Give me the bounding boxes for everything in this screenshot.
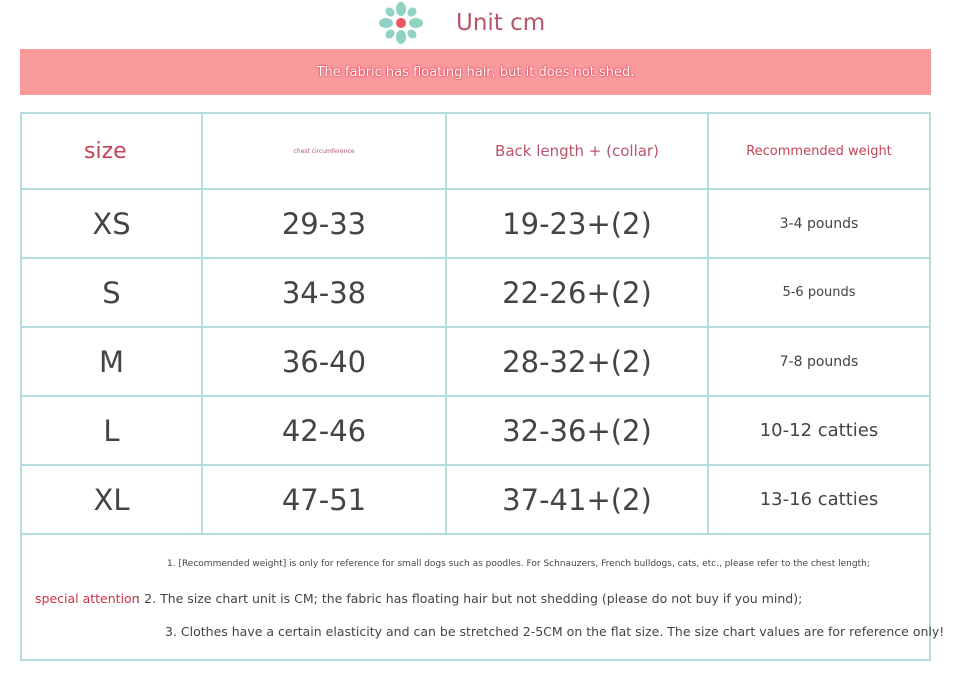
note-1: 1. [Recommended weight] is only for refe… [167, 559, 870, 569]
weight-cell: 3-4 pounds [707, 188, 931, 259]
header-back-length: Back length + (collar) [445, 112, 709, 190]
chest-cell: 29-33 [201, 188, 447, 259]
weight-cell: 10-12 catties [707, 395, 931, 466]
chest-cell: 47-51 [201, 464, 447, 535]
fabric-banner: The fabric has floating hair, but it doe… [20, 49, 931, 95]
size-cell: S [20, 257, 203, 328]
table-row: M 36-40 28-32+(2) 7-8 pounds [20, 326, 931, 397]
size-cell: M [20, 326, 203, 397]
chest-cell: 42-46 [201, 395, 447, 466]
size-cell: L [20, 395, 203, 466]
back-length-cell: 19-23+(2) [445, 188, 709, 259]
flower-icon [379, 2, 423, 44]
table-row: XL 47-51 37-41+(2) 13-16 catties [20, 464, 931, 535]
title-bar: Unit cm [376, 0, 545, 46]
weight-cell: 5-6 pounds [707, 257, 931, 328]
note-2: : 2. The size chart unit is CM; the fabr… [136, 591, 803, 606]
size-cell: XS [20, 188, 203, 259]
note-3: 3. Clothes have a certain elasticity and… [165, 624, 945, 639]
weight-cell: 13-16 catties [707, 464, 931, 535]
header-chest: chest circumference [201, 112, 447, 190]
weight-cell: 7-8 pounds [707, 326, 931, 397]
table-row: S 34-38 22-26+(2) 5-6 pounds [20, 257, 931, 328]
notes-box: 1. [Recommended weight] is only for refe… [20, 531, 944, 661]
header-size: size [20, 112, 203, 190]
table-header: size chest circumference Back length + (… [20, 112, 931, 190]
back-length-cell: 28-32+(2) [445, 326, 709, 397]
table-row: XS 29-33 19-23+(2) 3-4 pounds [20, 188, 931, 259]
chest-cell: 36-40 [201, 326, 447, 397]
page-title: Unit cm [456, 10, 546, 36]
back-length-cell: 22-26+(2) [445, 257, 709, 328]
table-row: L 42-46 32-36+(2) 10-12 catties [20, 395, 931, 466]
special-attention-label: special attention [35, 591, 140, 606]
header-weight: Recommended weight [707, 112, 931, 190]
back-length-cell: 37-41+(2) [445, 464, 709, 535]
back-length-cell: 32-36+(2) [445, 395, 709, 466]
size-cell: XL [20, 464, 203, 535]
size-table: size chest circumference Back length + (… [20, 112, 931, 535]
chest-cell: 34-38 [201, 257, 447, 328]
